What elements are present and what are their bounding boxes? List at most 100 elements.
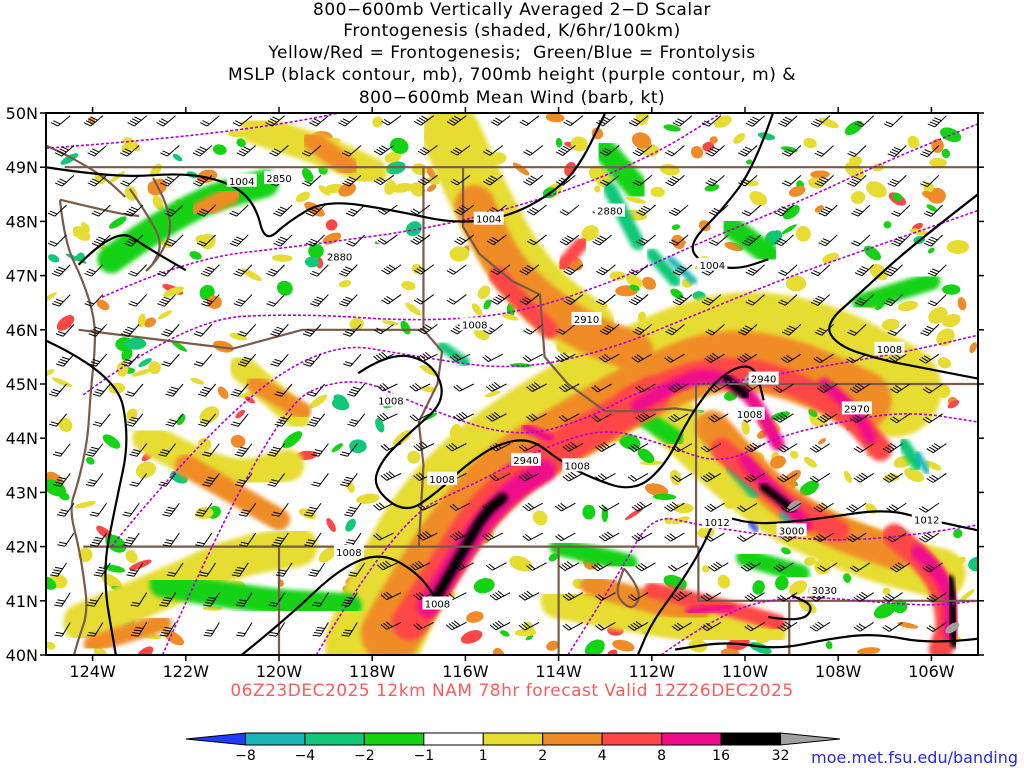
wind-barb <box>773 383 794 393</box>
wind-barb <box>267 473 285 487</box>
frontogenesis-speckle <box>819 117 839 129</box>
wind-barb <box>920 145 940 158</box>
frontogenesis-speckle <box>609 271 626 281</box>
wind-barb <box>343 353 362 367</box>
wind-barb <box>341 622 358 637</box>
frontogenesis-speckle <box>230 434 246 448</box>
wind-barb <box>416 502 438 511</box>
frontogenesis-speckle <box>953 529 963 539</box>
mslp-label: 1008 <box>874 341 905 356</box>
wind-barb <box>489 620 511 631</box>
wind-barb <box>704 532 725 542</box>
wind-barb <box>450 174 471 186</box>
title-line-1: 800−600mb Vertically Averaged 2−D Scalar <box>313 0 711 20</box>
frontogenesis-speckle <box>208 631 231 644</box>
wind-barb <box>130 592 148 607</box>
wind-barb <box>89 532 107 547</box>
svg-text:1008: 1008 <box>378 396 403 407</box>
frontogenesis-speckle <box>501 313 519 321</box>
wind-barb <box>741 204 762 217</box>
wind-barb <box>526 382 547 392</box>
y-tick-label: 49N <box>6 158 38 177</box>
wind-barb <box>193 324 213 337</box>
frontogenesis-speckle <box>690 145 704 159</box>
svg-text:1012: 1012 <box>704 518 729 529</box>
wind-barb <box>306 383 326 397</box>
wind-barb <box>883 294 903 307</box>
frontogenesis-speckle <box>927 247 935 254</box>
wind-barb <box>810 294 831 306</box>
wind-barb <box>887 324 907 336</box>
wind-barb <box>671 443 693 453</box>
frontogenesis-speckle <box>926 204 938 212</box>
svg-text:1008: 1008 <box>737 410 762 421</box>
wind-barb <box>667 382 689 393</box>
frontogenesis-speckle <box>356 493 380 504</box>
wind-barb <box>809 473 831 483</box>
wind-barb <box>128 294 148 307</box>
x-tick-label: 108W <box>815 662 862 681</box>
frontogenesis-speckle <box>785 275 807 292</box>
frontogenesis-speckle <box>922 191 937 200</box>
frontogenesis-speckle <box>124 337 147 350</box>
frontogenesis-speckle <box>650 186 665 198</box>
wind-barb <box>778 264 798 276</box>
wind-barb <box>268 592 286 607</box>
wind-barb <box>274 383 293 397</box>
wind-barb <box>307 413 326 427</box>
svg-text:1008: 1008 <box>877 345 902 356</box>
frontogenesis-speckle <box>548 553 559 562</box>
wind-barb <box>891 234 911 247</box>
wind-barb <box>482 532 503 541</box>
wind-barb <box>704 352 725 363</box>
frontogenesis-speckle <box>799 480 819 496</box>
wind-barb <box>266 264 285 277</box>
wind-barb <box>918 353 940 364</box>
height-contour-700mb <box>660 596 978 655</box>
frontogenesis-speckle <box>929 157 947 168</box>
wind-barb <box>813 353 834 364</box>
wind-barb <box>489 443 511 452</box>
frontogenesis-speckle <box>625 274 643 288</box>
frontogenesis-speckle <box>509 555 533 572</box>
frontogenesis-speckle <box>704 183 720 192</box>
y-tick-label: 46N <box>6 321 38 340</box>
wind-barb <box>161 324 180 337</box>
wind-barb <box>125 413 144 427</box>
wind-barb <box>636 234 656 246</box>
frontogenesis-speckle <box>148 361 161 375</box>
wind-barb <box>54 622 71 637</box>
wind-barb <box>85 473 104 487</box>
frontogenesis-speckle <box>171 341 188 352</box>
frontogenesis-speckle <box>96 299 110 311</box>
frontogenesis-speckle <box>612 639 635 652</box>
wind-barb <box>853 591 874 602</box>
wind-barb <box>563 264 584 276</box>
frontogenesis-speckle <box>850 191 866 204</box>
wind-barb <box>923 234 943 247</box>
colorbar-segment <box>185 732 246 746</box>
wind-barb <box>918 532 940 543</box>
wind-barb <box>665 323 685 336</box>
wind-barb <box>454 234 475 245</box>
frontogenesis-speckle <box>108 216 127 229</box>
frontogenesis-speckle <box>825 641 833 650</box>
wind-barb <box>635 383 656 393</box>
wind-barb <box>846 502 867 513</box>
frontogenesis-speckle <box>607 649 618 655</box>
frontogenesis-speckle <box>652 493 677 501</box>
wind-barb <box>164 204 184 217</box>
mslp-label: 1008 <box>333 545 364 559</box>
wind-barb <box>777 443 798 453</box>
title-line-5: 800−600mb Mean Wind (barb, kt) <box>358 88 666 108</box>
wind-barb <box>482 353 503 363</box>
wind-barb <box>563 294 584 306</box>
wind-barb <box>414 294 435 305</box>
wind-barb <box>631 532 653 542</box>
wind-barb <box>627 443 649 453</box>
coastline <box>128 177 172 272</box>
wind-barb <box>196 204 216 217</box>
wind-barb <box>231 562 249 577</box>
frontogenesis-speckle <box>714 115 732 128</box>
wind-barb <box>47 204 67 217</box>
